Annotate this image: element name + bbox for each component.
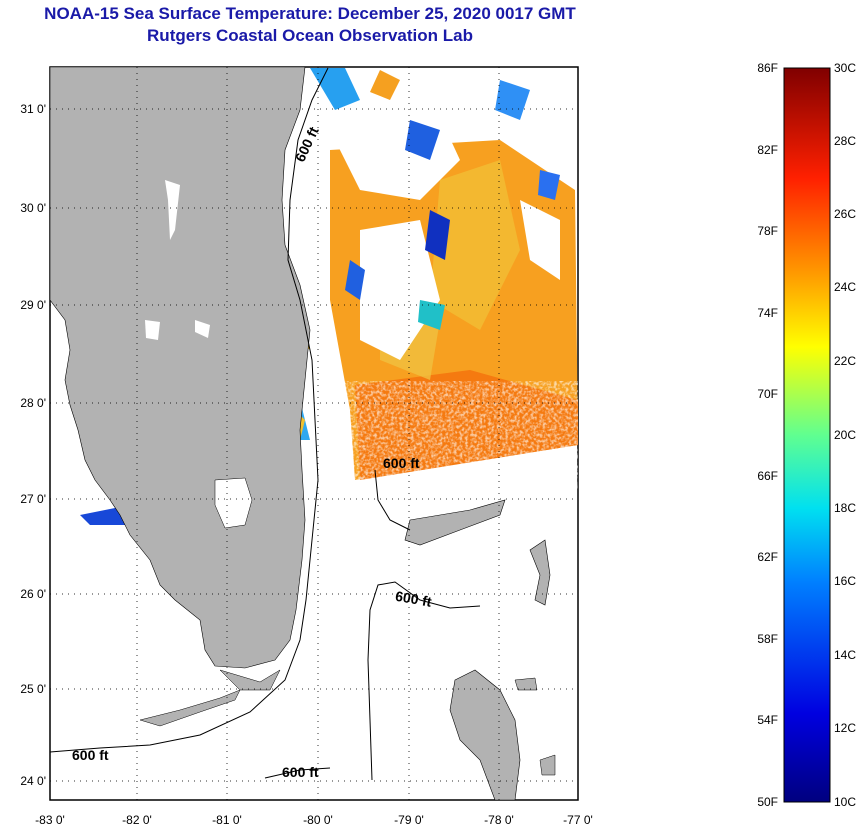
bahama-cay	[539, 754, 556, 776]
isobath-600ft-gb	[374, 469, 411, 531]
lon-axis: -83 0' -82 0' -81 0' -80 0' -79 0' -78 0…	[35, 813, 593, 827]
colorbar-f-label: 58F	[757, 632, 778, 646]
lat-label: 25 0'	[20, 682, 46, 696]
lon-label: -78 0'	[484, 813, 514, 827]
lat-label: 24 0'	[20, 774, 46, 788]
inland-lake	[195, 320, 210, 338]
colorbar-c-label: 24C	[834, 280, 856, 294]
colorbar-c-label: 12C	[834, 721, 856, 735]
colorbar-c-label: 14C	[834, 648, 856, 662]
lat-label: 30 0'	[20, 201, 46, 215]
isobath-600ft-florida	[50, 67, 329, 753]
colorbar-c-label: 10C	[834, 795, 856, 809]
andros-island	[449, 669, 521, 800]
lat-axis: 31 0' 30 0' 29 0' 28 0' 27 0' 26 0' 25 0…	[20, 102, 46, 788]
contour-label: 600 ft	[394, 588, 433, 610]
colorbar-f-label: 86F	[757, 61, 778, 75]
colorbar-f-label: 62F	[757, 550, 778, 564]
colorbar-c-label: 16C	[834, 574, 856, 588]
lon-label: -79 0'	[394, 813, 424, 827]
colorbar-c-label: 26C	[834, 207, 856, 221]
contour-label: 600 ft	[282, 764, 319, 780]
lat-label: 26 0'	[20, 587, 46, 601]
colorbar-f-label: 82F	[757, 143, 778, 157]
lon-label: -82 0'	[122, 813, 152, 827]
colorbar-c-label: 18C	[834, 501, 856, 515]
contour-label: 600 ft	[383, 455, 420, 471]
colorbar-c-label: 20C	[834, 428, 856, 442]
contour-label: 600 ft	[72, 747, 109, 763]
lat-label: 28 0'	[20, 396, 46, 410]
isobath-600ft-south	[264, 767, 331, 779]
colorbar-f-label: 50F	[757, 795, 778, 809]
florida-keys	[139, 689, 241, 727]
florida-keys-east	[219, 669, 281, 691]
colorbar-f-label: 70F	[757, 387, 778, 401]
map-title: NOAA-15 Sea Surface Temperature: Decembe…	[44, 4, 576, 23]
lon-label: -77 0'	[563, 813, 593, 827]
colorbar-f-label: 74F	[757, 306, 778, 320]
lat-lon-grid	[50, 67, 578, 800]
lake-okeechobee	[214, 477, 253, 529]
colorbar-f-label: 66F	[757, 469, 778, 483]
map-subtitle: Rutgers Coastal Ocean Observation Lab	[147, 26, 473, 45]
bahama-cay	[514, 677, 538, 691]
lat-label: 31 0'	[20, 102, 46, 116]
inland-river	[165, 180, 180, 240]
lon-label: -80 0'	[303, 813, 333, 827]
colorbar-c-label: 28C	[834, 134, 856, 148]
colorbar-c-labels: 30C 28C 26C 24C 22C 20C 18C 16C 14C 12C …	[834, 61, 856, 809]
abaco-islands	[529, 539, 551, 606]
grand-bahama	[404, 499, 506, 546]
colorbar-c-label: 22C	[834, 354, 856, 368]
inland-lake	[145, 320, 160, 340]
lon-label: -83 0'	[35, 813, 65, 827]
lat-label: 29 0'	[20, 298, 46, 312]
colorbar	[783, 67, 831, 803]
lon-label: -81 0'	[212, 813, 242, 827]
isobath-600ft-bahamas	[367, 581, 481, 781]
colorbar-f-labels: 86F 82F 78F 74F 70F 66F 62F 58F 54F 50F	[757, 61, 778, 809]
lat-label: 27 0'	[20, 492, 46, 506]
colorbar-f-label: 54F	[757, 713, 778, 727]
colorbar-f-label: 78F	[757, 224, 778, 238]
colorbar-c-label: 30C	[834, 61, 856, 75]
